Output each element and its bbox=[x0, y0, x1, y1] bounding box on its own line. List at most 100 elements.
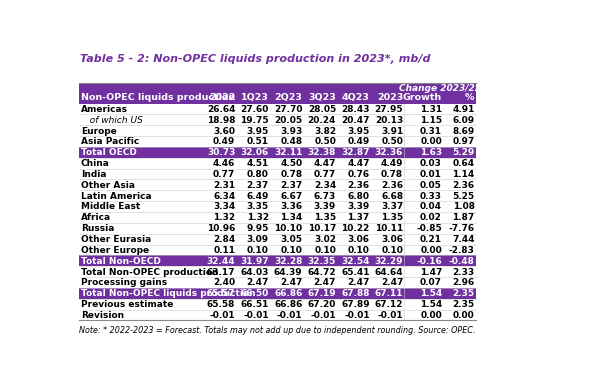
Text: 0.51: 0.51 bbox=[247, 137, 269, 146]
Text: 32.06: 32.06 bbox=[241, 148, 269, 157]
Text: 31.97: 31.97 bbox=[240, 257, 269, 266]
Text: 32.35: 32.35 bbox=[308, 257, 336, 266]
Text: Other Eurasia: Other Eurasia bbox=[81, 235, 151, 244]
Text: 0.76: 0.76 bbox=[347, 170, 370, 179]
Text: -0.01: -0.01 bbox=[209, 311, 235, 320]
Text: Total Non-OPEC liquids production: Total Non-OPEC liquids production bbox=[81, 289, 255, 298]
Text: 67.20: 67.20 bbox=[308, 300, 336, 309]
Text: Total Non-OECD: Total Non-OECD bbox=[81, 257, 161, 266]
Text: of which US: of which US bbox=[84, 116, 143, 125]
Text: 30.73: 30.73 bbox=[207, 148, 235, 157]
Text: 67.88: 67.88 bbox=[341, 289, 370, 298]
Text: 2022: 2022 bbox=[209, 93, 235, 102]
Text: Americas: Americas bbox=[81, 105, 128, 114]
Text: 66.51: 66.51 bbox=[240, 300, 269, 309]
Text: 2.37: 2.37 bbox=[280, 181, 302, 190]
Text: 1.32: 1.32 bbox=[213, 213, 235, 223]
Text: 10.11: 10.11 bbox=[375, 224, 403, 233]
Text: 0.49: 0.49 bbox=[213, 137, 235, 146]
Text: 28.05: 28.05 bbox=[308, 105, 336, 114]
Text: 2.40: 2.40 bbox=[213, 279, 235, 287]
Text: 32.28: 32.28 bbox=[274, 257, 302, 266]
Text: 1Q23: 1Q23 bbox=[241, 93, 269, 102]
Text: -0.01: -0.01 bbox=[344, 311, 370, 320]
Text: 32.54: 32.54 bbox=[341, 257, 370, 266]
Text: Latin America: Latin America bbox=[81, 192, 152, 201]
Text: 0.97: 0.97 bbox=[452, 137, 474, 146]
Text: 20.47: 20.47 bbox=[341, 116, 370, 125]
Text: 0.77: 0.77 bbox=[213, 170, 235, 179]
Text: Africa: Africa bbox=[81, 213, 111, 223]
Text: 1.14: 1.14 bbox=[452, 170, 474, 179]
Text: 2.37: 2.37 bbox=[247, 181, 269, 190]
Text: 3.09: 3.09 bbox=[247, 235, 269, 244]
Text: 66.50: 66.50 bbox=[241, 289, 269, 298]
Text: 64.03: 64.03 bbox=[240, 268, 269, 277]
Text: 2.35: 2.35 bbox=[453, 289, 474, 298]
Text: 4Q23: 4Q23 bbox=[342, 93, 370, 102]
Text: 2.31: 2.31 bbox=[213, 181, 235, 190]
Text: 6.09: 6.09 bbox=[453, 116, 474, 125]
Text: 3.95: 3.95 bbox=[247, 126, 269, 136]
Text: 6.73: 6.73 bbox=[314, 192, 336, 201]
Text: 0.10: 0.10 bbox=[281, 246, 302, 255]
Text: 3.93: 3.93 bbox=[280, 126, 302, 136]
Text: 2.33: 2.33 bbox=[453, 268, 474, 277]
Text: Growth: Growth bbox=[403, 93, 442, 102]
Text: 18.98: 18.98 bbox=[206, 116, 235, 125]
Text: -0.16: -0.16 bbox=[416, 257, 442, 266]
Text: 26.64: 26.64 bbox=[206, 105, 235, 114]
Text: 0.04: 0.04 bbox=[420, 203, 442, 212]
Text: 0.01: 0.01 bbox=[420, 170, 442, 179]
Text: 67.89: 67.89 bbox=[341, 300, 370, 309]
Text: 4.49: 4.49 bbox=[380, 159, 403, 168]
Text: 3.60: 3.60 bbox=[213, 126, 235, 136]
Text: 3.39: 3.39 bbox=[347, 203, 370, 212]
Text: Other Europe: Other Europe bbox=[81, 246, 149, 255]
Text: 2.47: 2.47 bbox=[280, 279, 302, 287]
Text: 67.11: 67.11 bbox=[374, 289, 403, 298]
Text: 1.54: 1.54 bbox=[420, 300, 442, 309]
Text: 32.11: 32.11 bbox=[274, 148, 302, 157]
Text: India: India bbox=[81, 170, 107, 179]
Text: 2.47: 2.47 bbox=[314, 279, 336, 287]
Text: Non-OPEC liquids production: Non-OPEC liquids production bbox=[81, 93, 235, 102]
Text: 67.19: 67.19 bbox=[308, 289, 336, 298]
Text: 6.67: 6.67 bbox=[280, 192, 302, 201]
Text: 67.12: 67.12 bbox=[374, 300, 403, 309]
Text: Processing gains: Processing gains bbox=[81, 279, 167, 287]
Text: 1.08: 1.08 bbox=[453, 203, 474, 212]
Text: 2.84: 2.84 bbox=[213, 235, 235, 244]
Text: 0.02: 0.02 bbox=[420, 213, 442, 223]
Text: 6.34: 6.34 bbox=[213, 192, 235, 201]
Text: 10.10: 10.10 bbox=[275, 224, 302, 233]
Text: Asia Pacific: Asia Pacific bbox=[81, 137, 139, 146]
Text: 0.07: 0.07 bbox=[420, 279, 442, 287]
Text: 3.34: 3.34 bbox=[213, 203, 235, 212]
Text: 2.36: 2.36 bbox=[453, 181, 474, 190]
Text: 0.33: 0.33 bbox=[420, 192, 442, 201]
Text: 0.80: 0.80 bbox=[247, 170, 269, 179]
Text: 9.95: 9.95 bbox=[246, 224, 269, 233]
Text: 0.77: 0.77 bbox=[314, 170, 336, 179]
Text: 8.69: 8.69 bbox=[452, 126, 474, 136]
Text: 1.34: 1.34 bbox=[280, 213, 302, 223]
Text: 2.34: 2.34 bbox=[314, 181, 336, 190]
Text: 10.17: 10.17 bbox=[308, 224, 336, 233]
Text: 0.78: 0.78 bbox=[281, 170, 302, 179]
Text: 0.64: 0.64 bbox=[453, 159, 474, 168]
Text: 32.87: 32.87 bbox=[341, 148, 370, 157]
Text: 0.31: 0.31 bbox=[420, 126, 442, 136]
Text: Europe: Europe bbox=[81, 126, 117, 136]
Text: -0.01: -0.01 bbox=[377, 311, 403, 320]
Text: 3.35: 3.35 bbox=[247, 203, 269, 212]
Text: 0.10: 0.10 bbox=[381, 246, 403, 255]
Text: 20.05: 20.05 bbox=[275, 116, 302, 125]
Text: 2.36: 2.36 bbox=[347, 181, 370, 190]
Text: 3.02: 3.02 bbox=[314, 235, 336, 244]
Text: -0.48: -0.48 bbox=[448, 257, 474, 266]
Text: 0.10: 0.10 bbox=[314, 246, 336, 255]
Text: 2.47: 2.47 bbox=[246, 279, 269, 287]
Text: 0.00: 0.00 bbox=[420, 246, 442, 255]
Text: 3.91: 3.91 bbox=[381, 126, 403, 136]
